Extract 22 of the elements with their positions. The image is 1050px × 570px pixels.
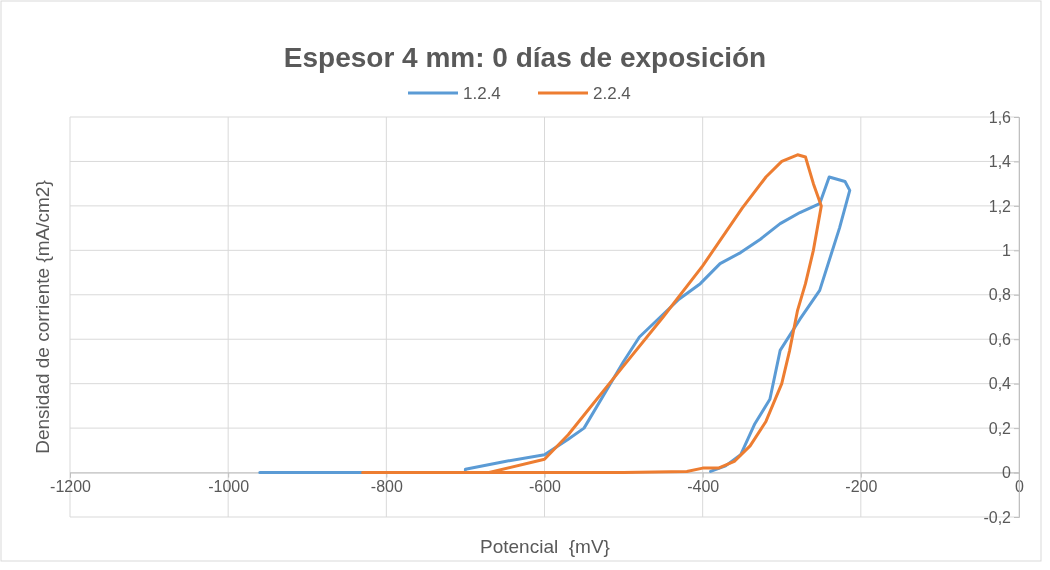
chart-title: Espesor 4 mm: 0 días de exposición bbox=[283, 42, 767, 73]
y-tick-label: 0,8 bbox=[988, 286, 1012, 304]
y-axis-title: Densidad de corriente {mA/cm2} bbox=[32, 180, 53, 454]
legend-label: 2.2.4 bbox=[593, 84, 631, 103]
x-tick-label: -200 bbox=[845, 477, 878, 495]
legend-label: 1.2.4 bbox=[463, 84, 501, 103]
y-tick-label: 0,6 bbox=[988, 330, 1012, 348]
x-tick-label: -800 bbox=[370, 477, 403, 495]
y-tick-label: 1,4 bbox=[988, 153, 1012, 171]
y-tick-label: 1,6 bbox=[988, 108, 1012, 126]
line-series bbox=[361, 153, 823, 475]
y-tick-label: 0,2 bbox=[988, 419, 1012, 437]
x-tick-label: -1200 bbox=[50, 477, 92, 495]
y-tick-label: 1 bbox=[1002, 241, 1012, 259]
x-tick-label: -600 bbox=[528, 477, 562, 495]
y-tick-label: 0 bbox=[1002, 464, 1012, 482]
x-tick-label: -1000 bbox=[208, 477, 250, 495]
x-axis-title: Potencial {mV} bbox=[480, 536, 610, 557]
y-tick-label: -0,2 bbox=[983, 508, 1012, 526]
y-tick-label: 0,4 bbox=[988, 375, 1012, 393]
y-tick-label: 1,2 bbox=[988, 197, 1012, 215]
x-tick-label: -400 bbox=[687, 477, 720, 495]
